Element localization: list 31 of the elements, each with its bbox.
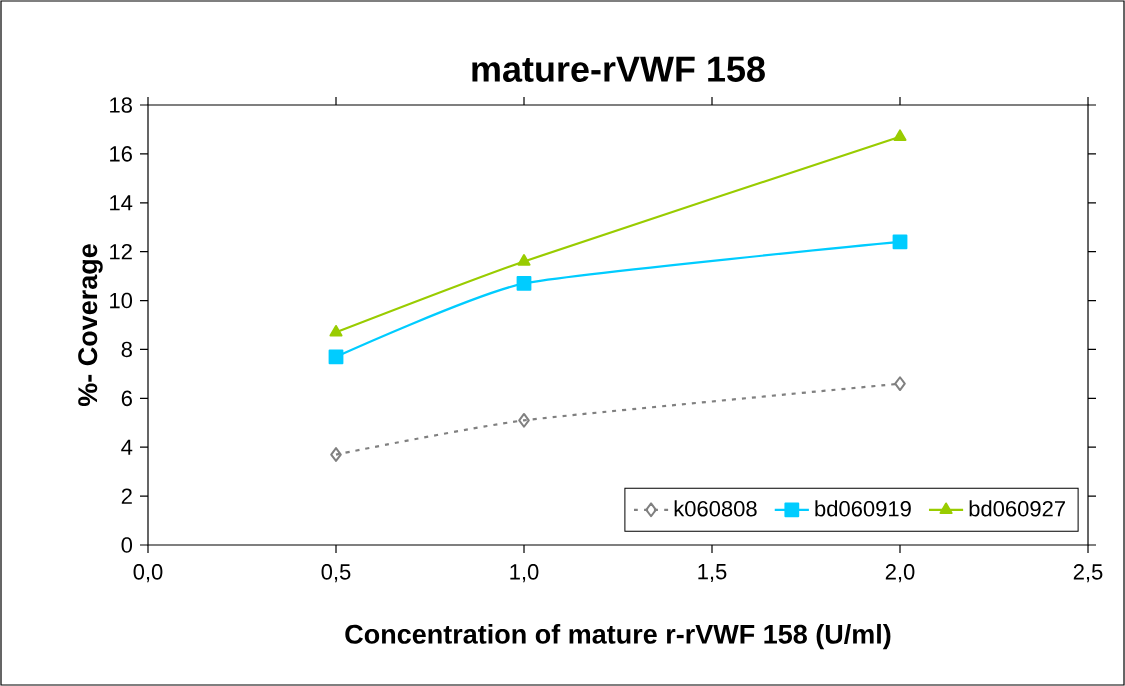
point (517, 254, 531, 266)
legend-label: bd060927 (969, 500, 1065, 517)
point (328, 349, 344, 365)
point (892, 234, 908, 250)
point (329, 324, 343, 337)
point (516, 276, 532, 291)
x-tick-label: 0,5 (321, 564, 351, 583)
legend-label: k060808 (674, 500, 757, 517)
x-tick-label: 0,0 (133, 564, 163, 583)
x-tick-label: 1,5 (698, 564, 727, 583)
legend-label: bd060919 (815, 500, 911, 517)
point (894, 376, 906, 392)
y-tick-label: 6 (121, 390, 132, 407)
y-tick-label: 4 (121, 439, 133, 455)
y-tick-label: 8 (121, 341, 132, 358)
x-tick-label: 1,0 (510, 564, 539, 583)
point (893, 129, 907, 141)
y-axis-title: %- Coverage (78, 244, 103, 407)
point (330, 447, 342, 462)
y-tick-label: 12 (110, 244, 132, 260)
y-tick-label: 18 (110, 97, 132, 113)
x-axis-title: Concentration of mature r-rVWF 158 (U/ml) (345, 623, 891, 650)
x-tick-label: 2,5 (1073, 564, 1103, 583)
x-tick-label: 2,0 (885, 564, 915, 583)
y-tick-label: 16 (110, 146, 132, 162)
y-tick-label: 10 (110, 292, 133, 309)
point (518, 412, 530, 428)
y-tick-label: 2 (121, 488, 132, 504)
y-tick-label: 0 (121, 537, 133, 553)
y-tick-label: 14 (110, 195, 133, 211)
chart-title: mature-rVWF 158 (472, 56, 765, 82)
